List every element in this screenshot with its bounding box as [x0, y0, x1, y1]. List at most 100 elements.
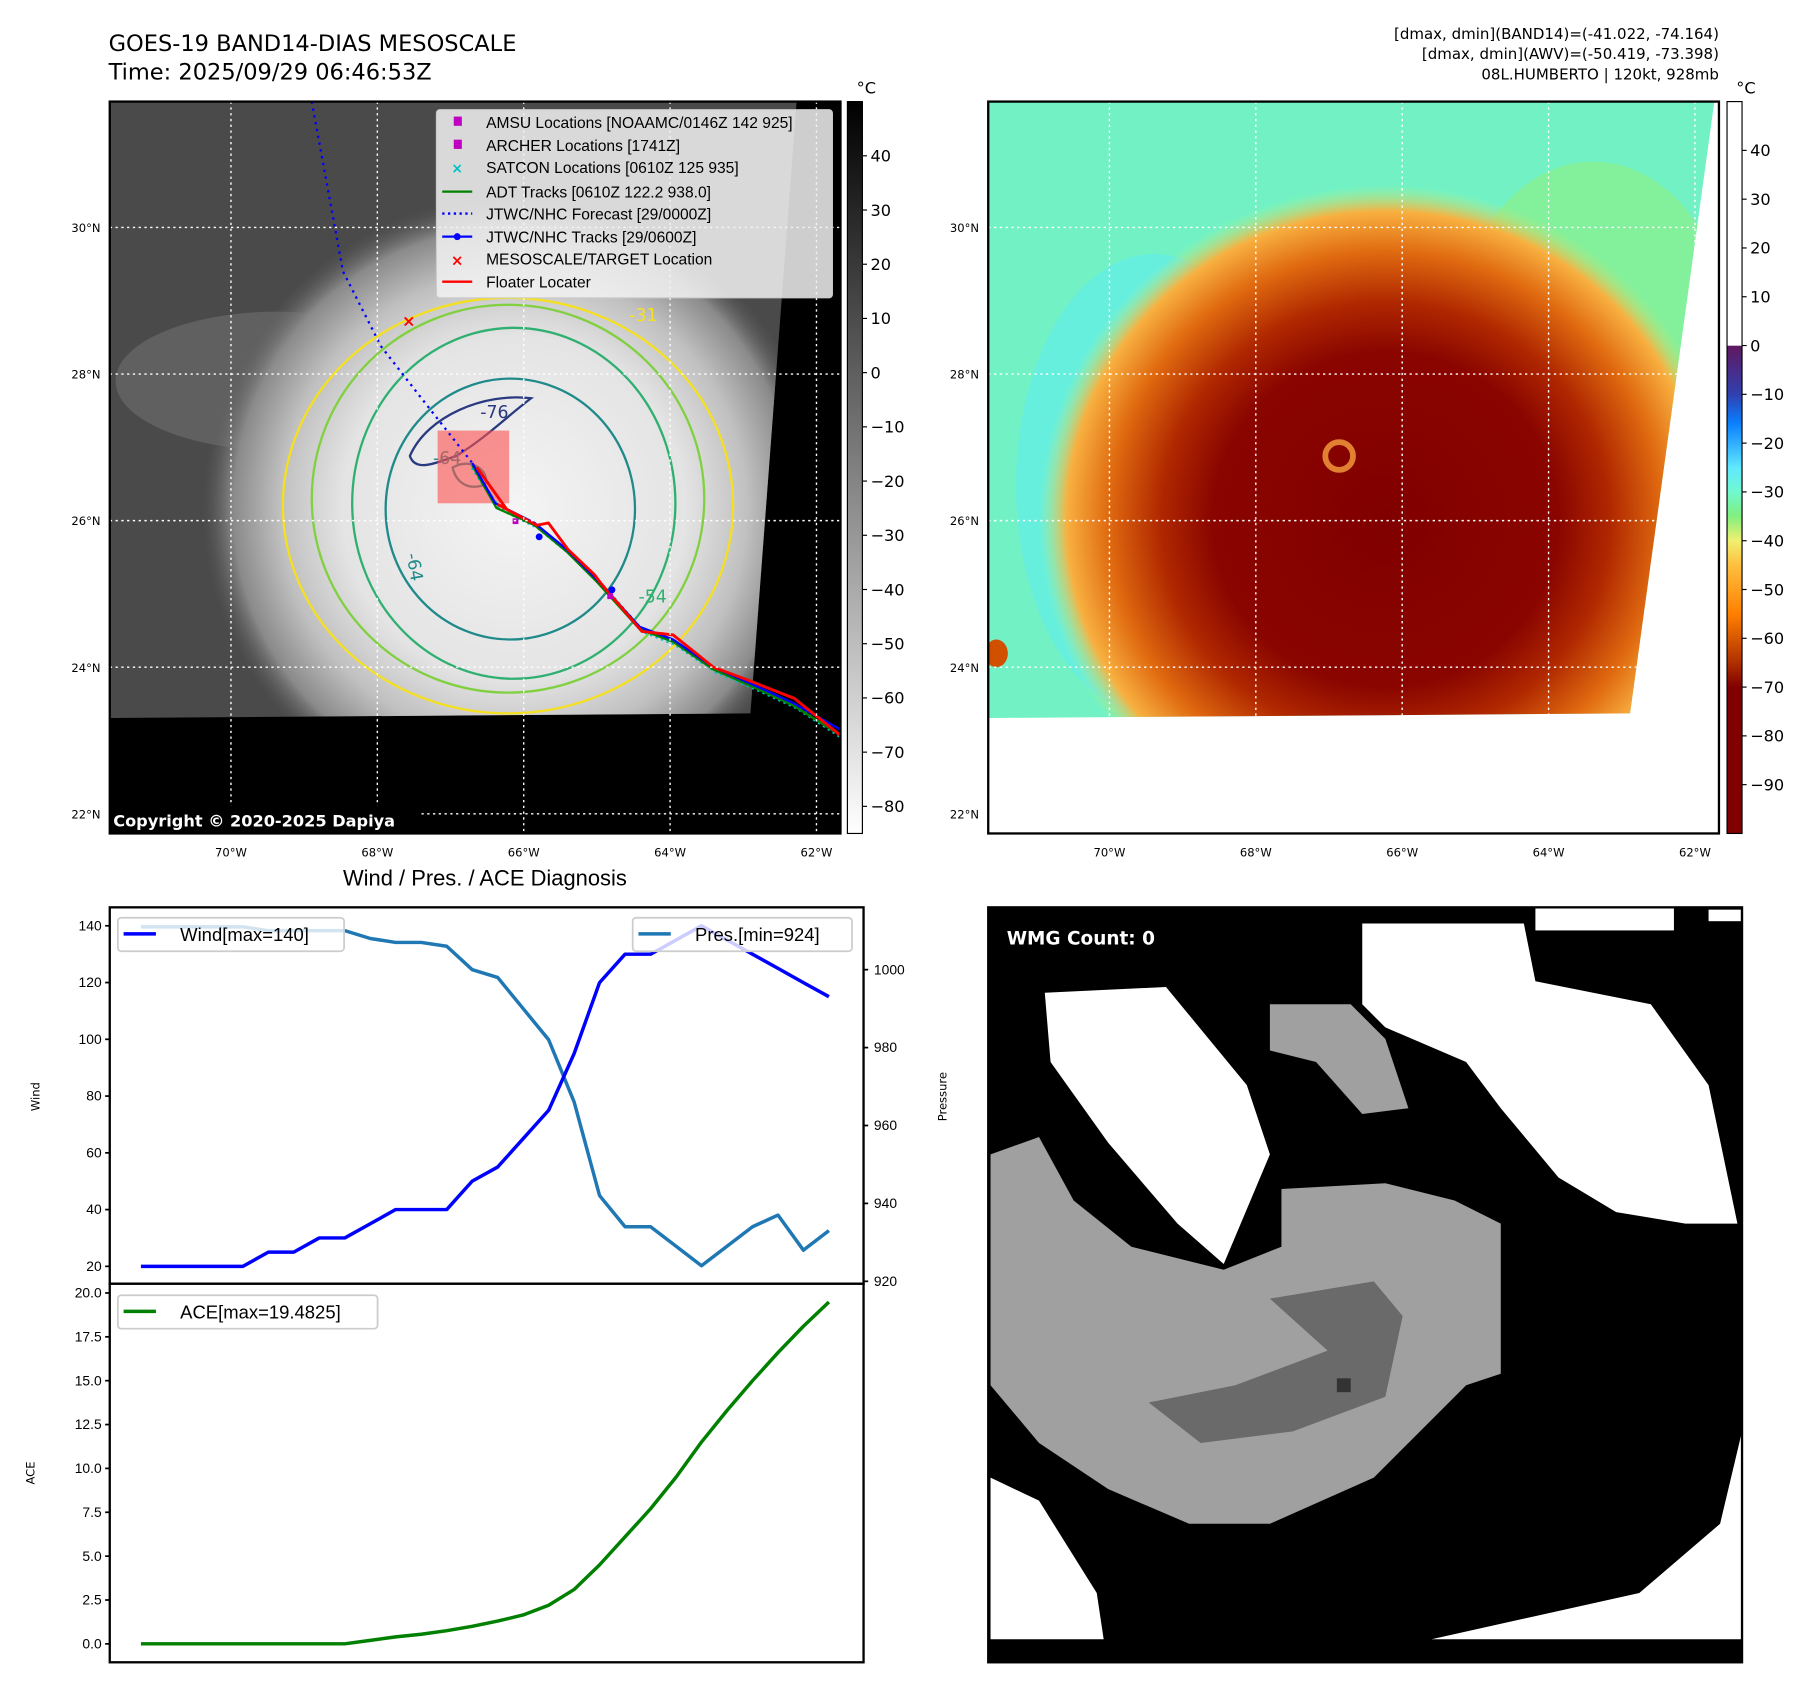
- target-x-icon: ×: [451, 252, 464, 270]
- y-tick-label: 0.0: [82, 1635, 102, 1651]
- ir-map: -31 -76 -64 -64 -54 × AMSU Locations [NO…: [71, 79, 904, 860]
- pressure-legend-label: Pres.[min=924]: [695, 924, 820, 945]
- legend-box: [435, 109, 833, 299]
- wind-pressure-chart: 20 40 60 80 100 120 140 920 940 960 980 1000: [79, 906, 905, 1289]
- wind-axis-label: Wind: [28, 1082, 42, 1111]
- colorbar-tick-label: 20: [1750, 239, 1771, 258]
- y-tick-label: 10.0: [75, 1460, 102, 1476]
- ace-legend-box: [116, 1294, 379, 1330]
- y-tick-label: 7.5: [82, 1504, 102, 1520]
- lon-tick-label: 68°W: [361, 846, 393, 860]
- wmg-white-region: [1431, 1431, 1743, 1640]
- amsu-marker-icon: [453, 116, 462, 126]
- colorbar-tick-label: −80: [1750, 727, 1784, 746]
- wmg-count-label: WMG Count: 0: [1007, 928, 1155, 949]
- y2-tick-label: 980: [874, 1039, 897, 1055]
- y2-tick-label: 1000: [874, 961, 905, 977]
- lat-tick-label: 24°N: [71, 661, 100, 675]
- contour-label: -31: [629, 306, 657, 326]
- awv-map-frame: [987, 100, 1721, 835]
- lon-tick-label: 70°W: [215, 846, 247, 860]
- wmg-white-region: [1044, 986, 1270, 1265]
- pressure-legend: Pres.[min=924]: [631, 916, 853, 953]
- legend-item-amsu: AMSU Locations [NOAAMC/0146Z 142 925]: [486, 115, 793, 132]
- colorbar-tick-label: −90: [1750, 775, 1784, 794]
- wmg-white-region: [1362, 923, 1738, 1224]
- colorbar-tick-label: −70: [1750, 678, 1784, 697]
- contour-label: -76: [480, 403, 508, 423]
- wmg-gray-region: [1269, 1004, 1409, 1114]
- colorbar-tick-label: 0: [1750, 336, 1760, 355]
- y-tick-label: 5.0: [82, 1548, 102, 1564]
- y-tick-label: 100: [79, 1031, 102, 1047]
- jtwc-track-point: [608, 586, 616, 594]
- pressure-legend-box: [631, 916, 853, 953]
- diagnosis-title: Wind / Pres. / ACE Diagnosis: [343, 865, 627, 890]
- lon-tick-label: 66°W: [508, 846, 540, 860]
- y-tick-label: 2.5: [82, 1592, 102, 1608]
- lat-tick-label: 22°N: [950, 807, 979, 821]
- colorbar-tick-label: 30: [1750, 190, 1771, 209]
- wmg-white-region: [1535, 907, 1674, 931]
- colorbar-tick-label: 20: [870, 255, 891, 274]
- colorbar-tick-label: −10: [1750, 385, 1784, 404]
- y-tick-label: 20: [86, 1258, 102, 1274]
- ir-map-legend: AMSU Locations [NOAAMC/0146Z 142 925] AR…: [435, 109, 833, 299]
- lat-tick-label: 28°N: [950, 368, 979, 382]
- legend-item-satcon: SATCON Locations [0610Z 125 935]: [486, 160, 739, 177]
- amsu-location: [607, 593, 614, 600]
- ace-axis-label: ACE: [24, 1461, 38, 1484]
- y-tick-label: 140: [79, 917, 102, 933]
- legend-item-floater: Floater Locater: [486, 274, 591, 291]
- contour-label: -54: [638, 588, 666, 608]
- tracks-point-icon: [453, 233, 461, 241]
- contour-lightgreen: [310, 303, 706, 694]
- y2-tick-label: 940: [874, 1195, 897, 1211]
- lon-tick-label: 64°W: [654, 846, 686, 860]
- colorbar-tick-label: −20: [870, 472, 904, 491]
- colorbar-tick-label: 40: [870, 147, 891, 166]
- lat-tick-label: 30°N: [950, 221, 979, 235]
- figure-title: GOES-19 BAND14-DIAS MESOSCALE: [109, 31, 517, 57]
- colorbar-tick-label: 40: [1750, 141, 1771, 160]
- colorbar-tick-label: −30: [870, 526, 904, 545]
- awv-colorbar-unit: °C: [1736, 79, 1755, 98]
- pressure-axis-label: Pressure: [936, 1072, 950, 1121]
- legend-item-archer: ARCHER Locations [1741Z]: [486, 138, 680, 155]
- ir-map-axes-labels: 70°W 68°W 66°W 64°W 62°W 30°N 28°N 26°N 24°N 22°N: [71, 221, 833, 860]
- ir-colorbar-unit: °C: [857, 79, 876, 98]
- ace-legend-label: ACE[max=19.4825]: [180, 1301, 341, 1322]
- colorbar-tick-label: 10: [1750, 288, 1771, 307]
- awv-map: 70°W 68°W 66°W 64°W 62°W 30°N 28°N 26°N 24°N 22°N…: [950, 79, 1784, 860]
- colorbar-tick-label: 10: [870, 309, 891, 328]
- y-tick-label: 40: [86, 1201, 102, 1217]
- lon-tick-label: 62°W: [1679, 846, 1711, 860]
- y2-tick-label: 920: [874, 1273, 897, 1289]
- wmg-darkest-pixel: [1336, 1378, 1351, 1393]
- colorbar-tick-label: −50: [1750, 580, 1784, 599]
- colorbar-tick-label: −50: [870, 634, 904, 653]
- contour-label: -64: [402, 551, 427, 582]
- ace-chart: 0.0 2.5 5.0 7.5 10.0 12.5 15.0 17.5 20.0: [75, 1282, 865, 1664]
- legend-item-forecast: JTWC/NHC Forecast [29/0000Z]: [486, 206, 711, 223]
- y2-tick-label: 960: [874, 1117, 897, 1133]
- wmg-white-region: [990, 1477, 1104, 1640]
- legend-item-target: MESOSCALE/TARGET Location: [486, 251, 712, 268]
- satcon-marker-icon: ×: [451, 161, 463, 177]
- ace-chart-frame: [108, 1282, 865, 1664]
- series-line-ace: [140, 1300, 831, 1646]
- wmg-panel: WMG Count: 0: [987, 906, 1744, 1664]
- y-tick-label: 17.5: [75, 1328, 102, 1344]
- ace-legend: ACE[max=19.4825]: [116, 1294, 379, 1330]
- awv-eye: [1322, 439, 1356, 473]
- y-tick-label: 20.0: [75, 1285, 102, 1301]
- colorbar-tick-label: −40: [1750, 531, 1784, 550]
- ir-colorbar: [846, 101, 863, 835]
- colorbar-tick-label: −80: [870, 797, 904, 816]
- y-tick-label: 120: [79, 974, 102, 990]
- colorbar-tick-label: −40: [870, 580, 904, 599]
- wmg-count-badge: [1000, 922, 1177, 952]
- stats-awv: [dmax, dmin](AWV)=(-50.419, -73.398): [1422, 45, 1719, 63]
- figure-time: Time: 2025/09/29 06:46:53Z: [108, 60, 432, 86]
